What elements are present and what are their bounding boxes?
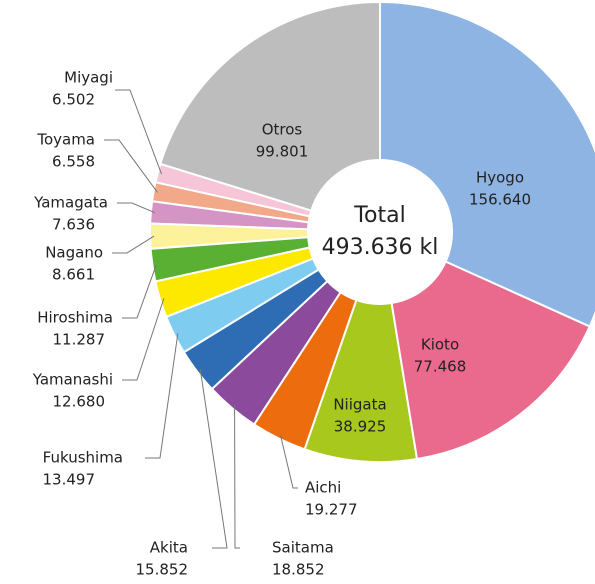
slice xyxy=(379,0,595,328)
leader-line xyxy=(122,298,165,381)
labels: Hyogo 156.640 Kioto 77.468 Niigata 38.925 Aich… xyxy=(32,69,531,579)
slice-label: Niigata xyxy=(333,396,386,414)
leader-line xyxy=(234,404,240,549)
slice-label: Saitama xyxy=(272,539,334,557)
slice-label: Fukushima xyxy=(43,449,123,467)
value-label: 7.636 xyxy=(52,216,95,234)
slice-label: Toyama xyxy=(36,131,95,149)
value-label: 8.661 xyxy=(52,266,95,284)
slice-label: Akita xyxy=(150,539,188,557)
value-label: 6.558 xyxy=(52,153,95,171)
slice xyxy=(164,257,320,354)
value-label: 11.287 xyxy=(53,331,106,349)
value-label: 15.852 xyxy=(136,561,189,579)
value-label: 156.640 xyxy=(469,191,531,209)
slice xyxy=(303,298,419,463)
center-title: Total xyxy=(353,203,405,228)
value-label: 99.801 xyxy=(256,143,309,161)
value-label: 13.497 xyxy=(43,471,96,489)
leader-line xyxy=(115,89,163,175)
value-label: 38.925 xyxy=(334,418,387,436)
leader-line xyxy=(122,264,157,319)
value-label: 6.502 xyxy=(52,91,95,109)
slice xyxy=(252,290,358,451)
slice-label: Yamanashi xyxy=(32,371,113,389)
slice xyxy=(159,0,381,212)
slice-label: Nagano xyxy=(45,244,103,262)
slice xyxy=(210,279,342,426)
slice-label: Kioto xyxy=(421,336,459,354)
slice-label: Yamagata xyxy=(33,194,108,212)
value-label: 19.277 xyxy=(305,501,358,519)
slice-label: Otros xyxy=(262,121,303,139)
slice-label: Hiroshima xyxy=(37,309,113,327)
slice xyxy=(390,260,592,461)
value-label: 77.468 xyxy=(414,358,467,376)
slice-label: Miyagi xyxy=(64,69,113,87)
leader-line xyxy=(112,235,155,254)
value-label: 12.680 xyxy=(53,393,106,411)
value-label: 18.852 xyxy=(272,561,325,579)
leader-line xyxy=(279,434,298,489)
slice-label: Hyogo xyxy=(476,169,524,187)
leader-line xyxy=(145,333,179,459)
leader-line xyxy=(199,368,228,549)
slice-label: Aichi xyxy=(305,479,341,497)
leader-line xyxy=(104,139,158,193)
center-value: 493.636 kl xyxy=(322,235,439,260)
leader-line xyxy=(117,202,156,214)
